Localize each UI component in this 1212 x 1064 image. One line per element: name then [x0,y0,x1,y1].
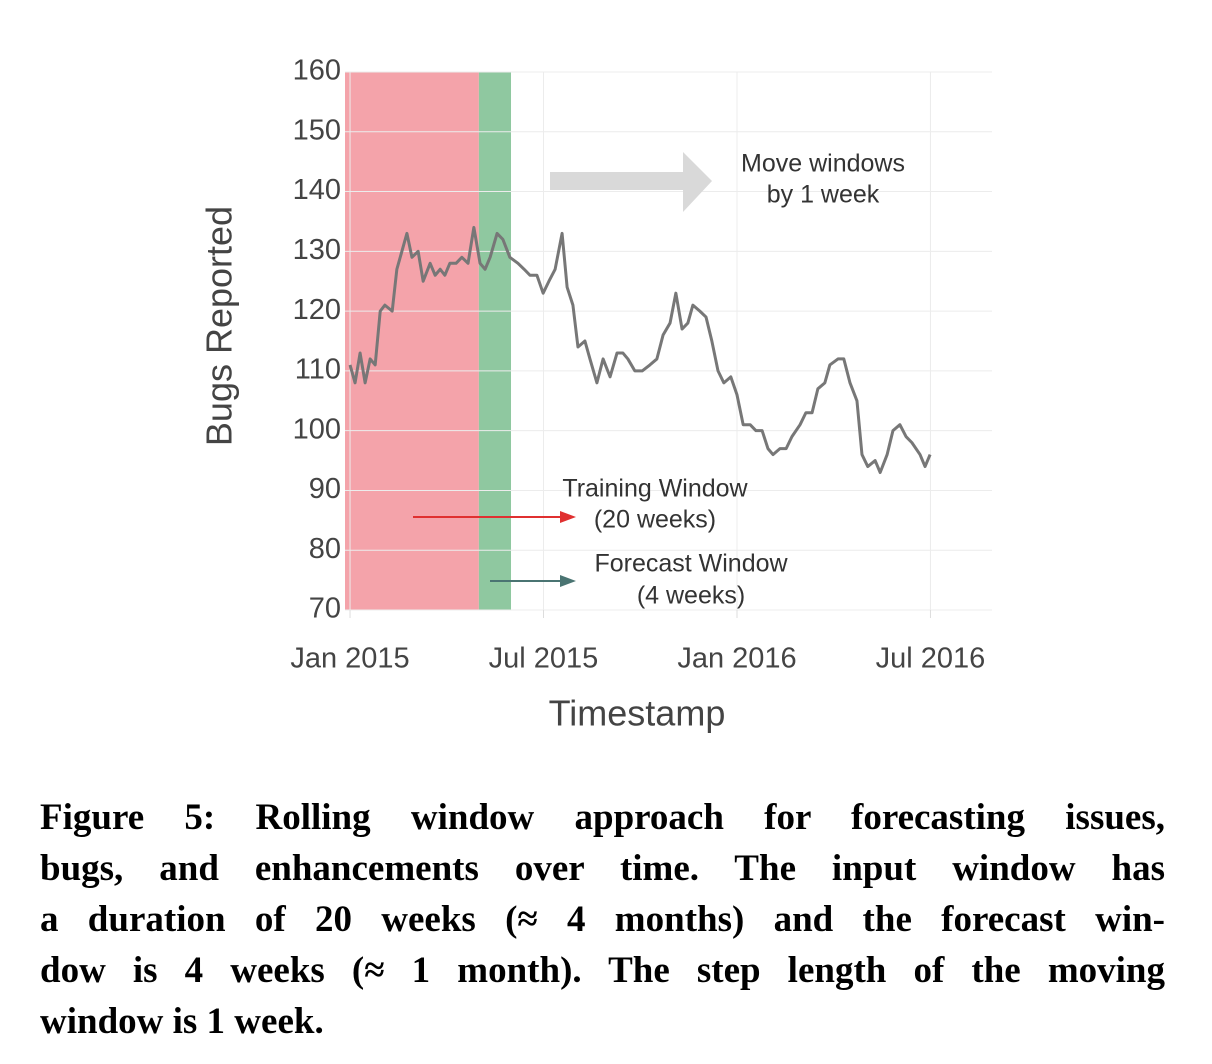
annotation: (20 weeks) [594,506,716,534]
y-tick-label: 150 [293,114,341,146]
y-tick-label: 140 [293,174,341,206]
x-tick-label: Jan 2016 [677,643,796,675]
annotation: Forecast Window [594,550,788,578]
annotation: (4 weeks) [637,582,745,610]
move-arrow [550,152,712,212]
y-tick-label: 70 [309,593,341,625]
y-tick-label: 110 [295,354,341,386]
caption-line: a duration of 20 weeks (≈ 4 months) and … [40,899,1165,940]
x-axis-title: Timestamp [549,693,726,734]
x-tick-label: Jul 2016 [876,643,986,675]
y-tick-label: 160 [293,55,341,87]
chart: Move windows by 1 week Training Window (… [199,55,992,734]
x-tick-label: Jan 2015 [290,643,409,675]
annotation: Training Window [562,475,748,503]
y-tick-label: 130 [293,234,341,266]
caption-line: dow is 4 weeks (≈ 1 month). The step len… [40,950,1165,991]
forecast-arrow-head [560,575,576,587]
data-line [348,225,932,475]
caption-line: window is 1 week. [40,1001,324,1042]
annotation: Move windows [741,150,905,178]
annotation: by 1 week [767,181,880,209]
window [345,72,479,610]
caption: Figure 5: Rolling window approach for fo… [40,792,1165,1047]
y-tick-label: 100 [293,413,341,445]
y-tick-label: 90 [309,473,341,505]
y-tick-label: 80 [309,533,341,565]
x-tick-label: Jul 2015 [489,643,599,675]
window [478,72,512,610]
grid [345,71,992,611]
caption-line: bugs, and enhancements over time. The in… [40,848,1165,889]
y-axis-title: Bugs Reported [199,206,240,446]
y-tick-label: 120 [293,294,341,326]
training-arrow-head [560,511,576,523]
windows [345,72,512,610]
caption-line: Figure 5: Rolling window approach for fo… [40,797,1165,838]
